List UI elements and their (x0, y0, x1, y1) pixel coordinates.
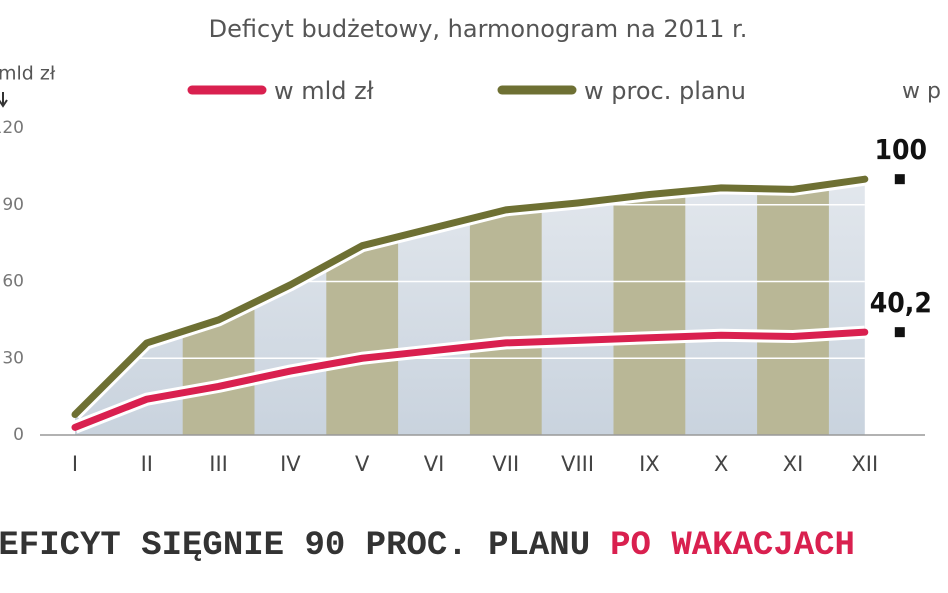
x-tick-label: II (141, 452, 153, 476)
end-marker (894, 327, 905, 338)
x-tick-label: I (72, 452, 78, 476)
stripe (326, 179, 399, 435)
y-axis-label: mld zł (0, 63, 56, 85)
headline: DEFICYT SIĘGNIE 90 PROC. PLANU PO WAKACJA… (0, 527, 855, 565)
x-tick-label: III (209, 452, 228, 476)
legend-label: w mld zł (274, 77, 374, 105)
x-tick-label: VII (492, 452, 519, 476)
line (71, 175, 869, 419)
x-tick-label: VI (424, 452, 445, 476)
x-tick-label: XII (851, 452, 878, 476)
axis-arrow (0, 92, 8, 108)
legend-label: w proc. planu (584, 77, 746, 105)
y-tick-label: 60 (2, 272, 24, 292)
y-tick-label: 30 (2, 348, 24, 368)
headline-text: DEFICYT SIĘGNIE 90 PROC. PLANU (0, 527, 590, 565)
stripe (613, 179, 686, 435)
end-marker (894, 174, 905, 185)
x-tick-label: VIII (561, 452, 594, 476)
plot: 0306090120IIIIIIIVVVIVIIVIIIIXXXIXIIw ml… (0, 77, 932, 476)
data-label: 40,2 (870, 286, 932, 319)
data-label: 100 (875, 133, 928, 166)
y2-axis-label: w p (902, 79, 941, 104)
x-tick-label: IV (280, 452, 301, 476)
chart-title: Deficyt budżetowy, harmonogram na 2011 r… (209, 15, 748, 43)
x-tick-label: V (355, 452, 370, 476)
line (71, 328, 869, 431)
stripe (182, 179, 255, 435)
stripe (757, 179, 829, 435)
x-tick-label: X (714, 452, 728, 476)
y-tick-label: 90 (2, 195, 24, 215)
headline-highlight: PO WAKACJACH (610, 527, 855, 565)
y-tick-label: 120 (0, 118, 24, 138)
y-tick-label: 0 (13, 425, 24, 445)
x-tick-label: XI (783, 452, 804, 476)
x-tick-label: IX (639, 452, 660, 476)
